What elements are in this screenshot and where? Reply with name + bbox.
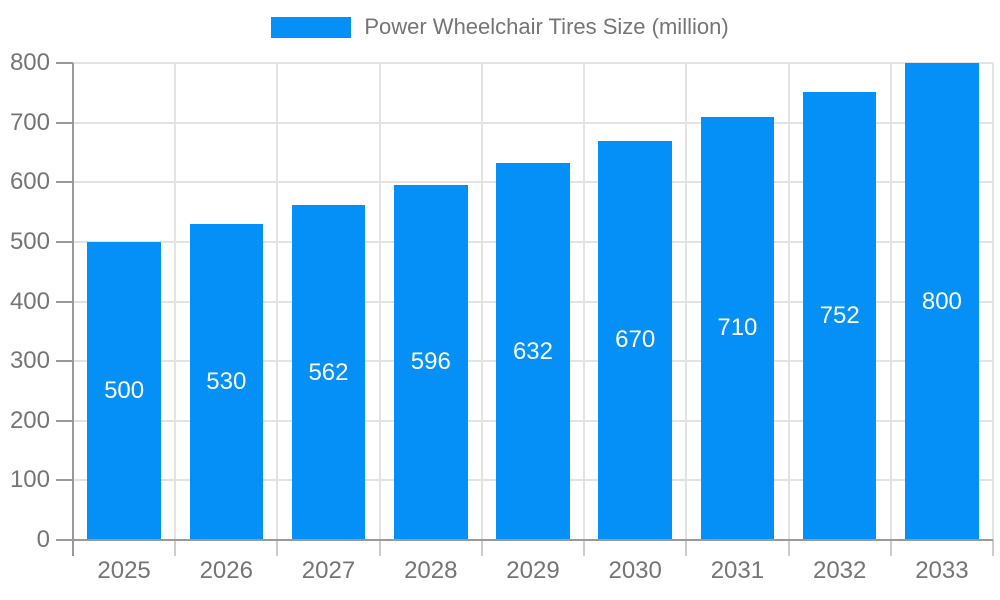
- bar-2031[interactable]: [700, 116, 775, 540]
- y-tick-label: 300: [9, 347, 50, 375]
- gridline-x-boundary: [992, 63, 994, 540]
- bar-value-label: 710: [717, 314, 758, 342]
- bar-value-label: 500: [104, 376, 145, 404]
- bar-value-label: 530: [206, 368, 247, 395]
- x-axis-tick: [583, 540, 586, 556]
- y-axis-tick: [56, 300, 73, 303]
- gridline-x-boundary: [480, 63, 483, 540]
- bar-2030[interactable]: [598, 140, 672, 540]
- x-tick-label: 2033: [915, 557, 969, 584]
- x-axis-tick: [480, 540, 483, 556]
- x-tick-label: 2031: [710, 557, 765, 584]
- bar-value-label: 800: [921, 287, 962, 315]
- y-tick-label: 800: [9, 49, 50, 76]
- bar-2028[interactable]: [394, 184, 468, 540]
- y-tick-label: 200: [9, 406, 50, 434]
- bar-value-label: 596: [410, 348, 451, 376]
- x-axis-tick: [276, 540, 279, 556]
- y-axis-tick: [56, 121, 73, 124]
- legend[interactable]: Power Wheelchair Tires Size (million): [0, 14, 1000, 40]
- x-axis-tick: [787, 540, 790, 556]
- gridline-x-boundary: [276, 63, 279, 540]
- x-tick-label: 2032: [812, 557, 867, 584]
- y-axis-line: [72, 63, 74, 556]
- x-tick-label: 2029: [506, 557, 560, 584]
- y-axis-tick: [56, 181, 73, 184]
- x-axis-tick: [174, 540, 177, 556]
- bar-value-label: 670: [615, 326, 656, 354]
- x-tick-label: 2026: [199, 557, 253, 584]
- y-axis-tick: [56, 360, 73, 363]
- y-tick-label: 500: [9, 227, 50, 255]
- x-axis-line: [56, 539, 993, 541]
- gridline-x-boundary: [378, 63, 381, 540]
- bar-value-label: 562: [308, 358, 349, 386]
- gridline-x-boundary: [685, 63, 688, 540]
- x-tick-label: 2027: [301, 557, 356, 584]
- gridline-x-boundary: [174, 63, 177, 540]
- gridline-x-boundary: [889, 63, 892, 540]
- x-tick-label: 2030: [608, 557, 662, 584]
- y-tick-label: 600: [9, 168, 50, 196]
- y-axis-tick: [56, 62, 73, 64]
- y-axis-tick: [56, 479, 73, 482]
- bar-2027[interactable]: [291, 204, 366, 540]
- y-axis-tick: [56, 419, 73, 422]
- y-tick-label: 400: [9, 287, 50, 315]
- x-axis-tick: [378, 540, 381, 556]
- legend-swatch: [271, 16, 352, 38]
- y-tick-label: 0: [36, 526, 50, 553]
- x-tick-label: 2025: [97, 557, 151, 584]
- gridline-x-boundary: [583, 63, 586, 540]
- bar-value-label: 752: [819, 301, 860, 329]
- x-tick-label: 2028: [404, 557, 458, 584]
- bar-2026[interactable]: [189, 224, 264, 540]
- gridline-y-800: [73, 62, 993, 64]
- x-axis-tick: [685, 540, 688, 556]
- x-axis-tick: [992, 540, 994, 556]
- bar-2033[interactable]: [905, 63, 979, 540]
- gridline-y-700: [73, 121, 993, 124]
- legend-label: Power Wheelchair Tires Size (million): [364, 14, 729, 39]
- y-tick-label: 100: [9, 466, 50, 494]
- bar-2025[interactable]: [87, 241, 161, 540]
- bar-2032[interactable]: [802, 91, 877, 540]
- x-axis-tick: [889, 540, 892, 556]
- gridline-x-boundary: [787, 63, 790, 540]
- bar-2029[interactable]: [496, 163, 570, 540]
- y-axis-tick: [56, 240, 73, 243]
- bar-value-label: 632: [512, 337, 553, 365]
- y-tick-label: 700: [9, 108, 50, 136]
